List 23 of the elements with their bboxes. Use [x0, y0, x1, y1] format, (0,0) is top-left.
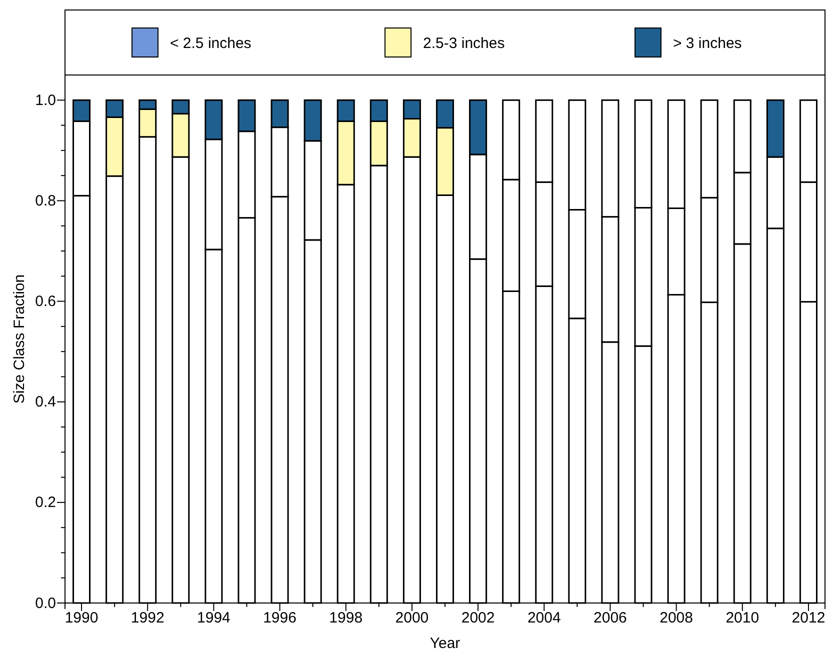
legend-label: < 2.5 inches: [170, 35, 252, 52]
legend-label: 2.5-3 inches: [423, 35, 505, 52]
y-tick-label: 1.0: [35, 92, 56, 109]
x-axis-title: Year: [430, 635, 460, 652]
x-tick-label: 1990: [64, 610, 98, 627]
x-tick-label: 2004: [527, 610, 561, 627]
y-tick-label: 0.2: [35, 494, 56, 512]
x-tick-label: 2006: [594, 610, 627, 627]
x-tick-label: 2012: [792, 610, 826, 627]
y-axis-title: Size Class Fraction: [11, 274, 28, 404]
y-tick-label: 0.0: [35, 594, 56, 612]
x-tick-label: 1992: [130, 610, 164, 627]
y-tick-label: 0.8: [35, 192, 56, 210]
x-tick-label: 1998: [329, 610, 363, 627]
x-tick-label: 1994: [197, 610, 230, 627]
x-tick-label: 2000: [395, 610, 429, 627]
legend-label: > 3 inches: [673, 35, 742, 52]
x-tick-label: 2010: [726, 610, 760, 627]
x-tick-label: 1996: [263, 610, 296, 627]
y-tick-label: 0.4: [35, 394, 56, 411]
x-tick-label: 2002: [461, 610, 495, 627]
x-tick-label: 2008: [660, 610, 693, 627]
y-tick-label: 0.6: [35, 293, 56, 310]
